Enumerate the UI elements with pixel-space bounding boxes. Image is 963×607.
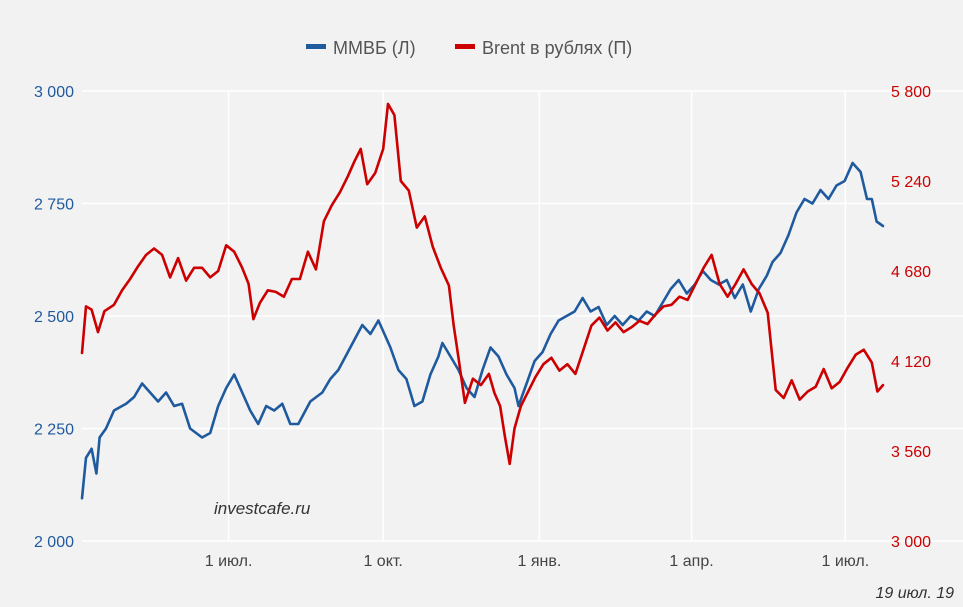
right-tick-label: 5 240 [891,174,931,191]
x-tick-label: 1 июл. [205,553,253,570]
left-tick-label: 2 250 [34,422,74,439]
left-axis-ticks: 2 000 2 250 2 500 2 750 3 000 [34,84,74,551]
series-line-brent [80,102,885,466]
legend-swatch-mmvb [306,44,326,49]
left-tick-label: 2 500 [34,309,74,326]
grid [82,90,963,542]
x-tick-label: 1 апр. [669,553,713,570]
x-tick-label: 1 окт. [363,553,402,570]
x-axis-ticks: 1 июл. 1 окт. 1 янв. 1 апр. 1 июл. [205,553,869,570]
legend-label-mmvb: ММВБ (Л) [333,38,416,58]
series-lines [80,102,885,500]
x-tick-label: 1 июл. [821,553,869,570]
right-tick-label: 4 120 [891,354,931,371]
series-line-mmvb [80,161,885,500]
left-tick-label: 2 000 [34,534,74,551]
legend: ММВБ (Л) Brent в рублях (П) [306,38,632,58]
right-tick-label: 4 680 [891,264,931,281]
left-tick-label: 2 750 [34,197,74,214]
legend-label-brent: Brent в рублях (П) [482,38,632,58]
left-tick-label: 3 000 [34,84,74,101]
legend-swatch-brent [455,44,475,49]
right-axis-ticks: 3 000 3 560 4 120 4 680 5 240 5 800 [891,84,931,551]
watermark-text: investcafe.ru [214,499,311,518]
date-note: 19 июл. 19 [875,585,954,602]
right-tick-label: 3 000 [891,534,931,551]
right-tick-label: 5 800 [891,84,931,101]
x-tick-label: 1 янв. [517,553,561,570]
right-tick-label: 3 560 [891,444,931,461]
